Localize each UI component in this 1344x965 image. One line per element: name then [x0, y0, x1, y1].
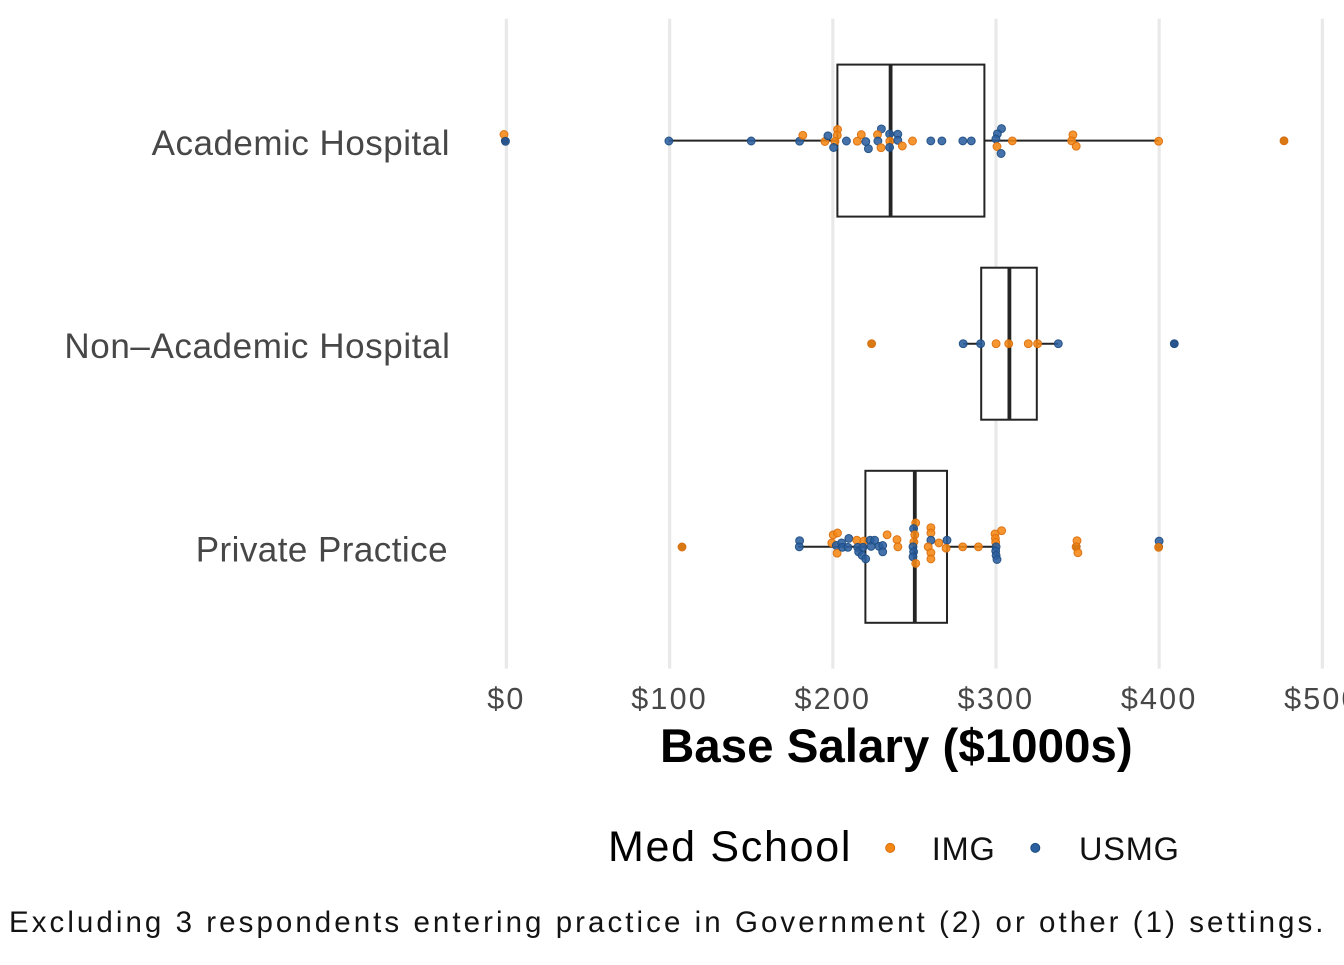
svg-text:$100: $100	[631, 682, 708, 716]
svg-text:Excluding 3 respondents enteri: Excluding 3 respondents entering practic…	[9, 906, 1327, 939]
svg-text:$500: $500	[1284, 682, 1344, 716]
svg-text:$0: $0	[487, 682, 525, 716]
svg-text:$400: $400	[1121, 682, 1198, 716]
svg-text:Private Practice: Private Practice	[196, 530, 448, 569]
svg-text:$200: $200	[794, 682, 871, 716]
svg-text:USMG: USMG	[1079, 831, 1180, 867]
svg-text:IMG: IMG	[932, 831, 996, 867]
svg-text:Non–Academic Hospital: Non–Academic Hospital	[64, 327, 450, 366]
svg-text:Med School: Med School	[608, 823, 852, 871]
svg-text:Academic Hospital: Academic Hospital	[152, 124, 450, 163]
svg-text:$300: $300	[958, 682, 1035, 716]
svg-text:Base Salary ($1000s): Base Salary ($1000s)	[660, 720, 1133, 773]
